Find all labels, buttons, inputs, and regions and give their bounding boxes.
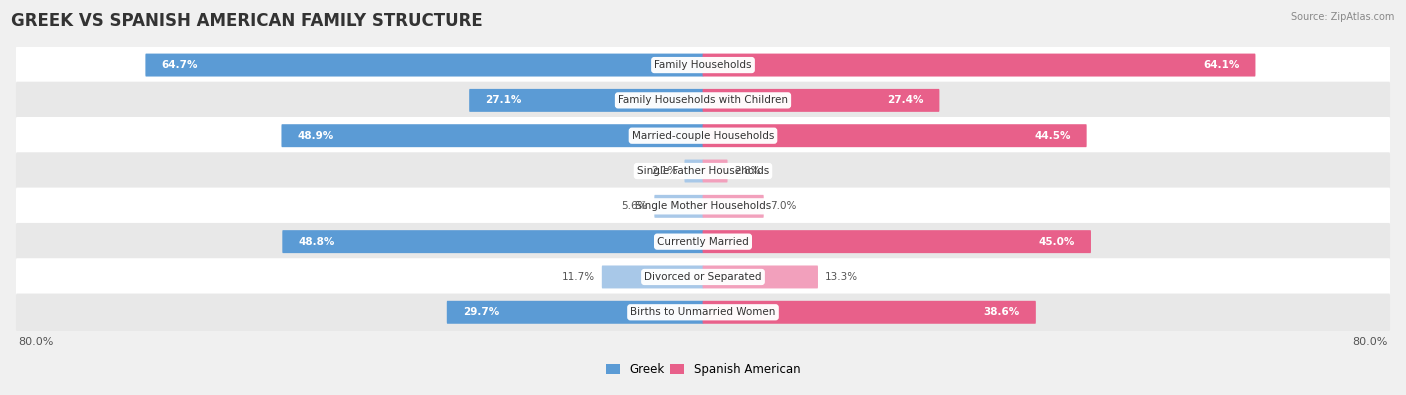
FancyBboxPatch shape [145, 54, 703, 77]
Text: 64.7%: 64.7% [162, 60, 198, 70]
FancyBboxPatch shape [281, 124, 703, 147]
FancyBboxPatch shape [447, 301, 703, 324]
Text: Divorced or Separated: Divorced or Separated [644, 272, 762, 282]
Legend: Greek, Spanish American: Greek, Spanish American [600, 358, 806, 381]
FancyBboxPatch shape [703, 89, 939, 112]
Text: Single Father Households: Single Father Households [637, 166, 769, 176]
FancyBboxPatch shape [15, 293, 1391, 331]
FancyBboxPatch shape [703, 54, 1256, 77]
Text: 38.6%: 38.6% [984, 307, 1019, 317]
FancyBboxPatch shape [654, 195, 703, 218]
Text: 45.0%: 45.0% [1039, 237, 1076, 246]
FancyBboxPatch shape [15, 46, 1391, 84]
Text: 11.7%: 11.7% [562, 272, 595, 282]
Text: 44.5%: 44.5% [1035, 131, 1071, 141]
Text: Family Households with Children: Family Households with Children [619, 95, 787, 105]
FancyBboxPatch shape [703, 230, 1091, 253]
Text: 7.0%: 7.0% [770, 201, 797, 211]
FancyBboxPatch shape [703, 301, 1036, 324]
FancyBboxPatch shape [703, 195, 763, 218]
FancyBboxPatch shape [470, 89, 703, 112]
FancyBboxPatch shape [15, 152, 1391, 190]
Text: 2.8%: 2.8% [734, 166, 761, 176]
Text: 48.8%: 48.8% [298, 237, 335, 246]
FancyBboxPatch shape [15, 188, 1391, 225]
FancyBboxPatch shape [15, 82, 1391, 119]
FancyBboxPatch shape [685, 160, 703, 182]
Text: 13.3%: 13.3% [824, 272, 858, 282]
Text: 64.1%: 64.1% [1204, 60, 1240, 70]
Text: 29.7%: 29.7% [463, 307, 499, 317]
Text: GREEK VS SPANISH AMERICAN FAMILY STRUCTURE: GREEK VS SPANISH AMERICAN FAMILY STRUCTU… [11, 12, 484, 30]
Text: Currently Married: Currently Married [657, 237, 749, 246]
Text: Married-couple Households: Married-couple Households [631, 131, 775, 141]
FancyBboxPatch shape [703, 160, 727, 182]
Text: Births to Unmarried Women: Births to Unmarried Women [630, 307, 776, 317]
FancyBboxPatch shape [703, 124, 1087, 147]
Text: 2.1%: 2.1% [651, 166, 678, 176]
FancyBboxPatch shape [602, 265, 703, 288]
FancyBboxPatch shape [15, 258, 1391, 296]
Text: 27.4%: 27.4% [887, 95, 924, 105]
FancyBboxPatch shape [703, 265, 818, 288]
Text: 80.0%: 80.0% [18, 337, 53, 347]
Text: 27.1%: 27.1% [485, 95, 522, 105]
Text: Family Households: Family Households [654, 60, 752, 70]
FancyBboxPatch shape [283, 230, 703, 253]
Text: Single Mother Households: Single Mother Households [636, 201, 770, 211]
Text: 48.9%: 48.9% [298, 131, 333, 141]
Text: 80.0%: 80.0% [1353, 337, 1388, 347]
FancyBboxPatch shape [15, 223, 1391, 260]
FancyBboxPatch shape [15, 117, 1391, 154]
Text: Source: ZipAtlas.com: Source: ZipAtlas.com [1291, 12, 1395, 22]
Text: 5.6%: 5.6% [621, 201, 648, 211]
